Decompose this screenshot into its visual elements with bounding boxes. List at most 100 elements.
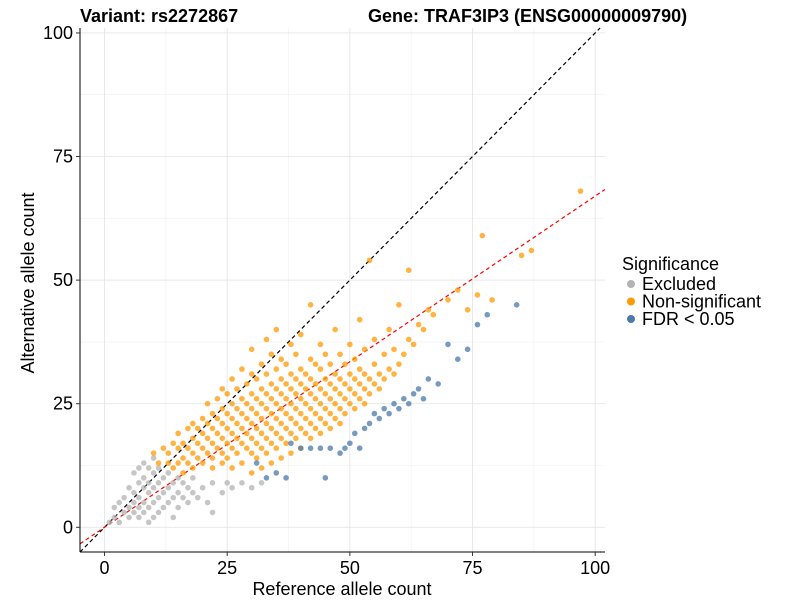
point-non-significant <box>327 425 334 432</box>
legend-label: Excluded <box>642 274 716 294</box>
point-non-significant <box>175 460 181 466</box>
point-non-significant <box>219 450 226 456</box>
point-non-significant <box>283 440 289 447</box>
legend-label: Non-significant <box>642 292 761 312</box>
point-non-significant <box>327 381 334 387</box>
point-non-significant <box>302 371 309 377</box>
point-non-significant <box>307 405 314 412</box>
point-non-significant <box>302 400 309 407</box>
point-non-significant <box>327 395 334 402</box>
point-non-significant <box>248 346 255 353</box>
point-non-significant <box>312 410 319 417</box>
point-non-significant <box>337 376 343 382</box>
point-excluded <box>185 499 191 506</box>
point-non-significant <box>386 326 392 333</box>
point-non-significant <box>332 400 338 407</box>
point-excluded <box>140 475 147 481</box>
point-fdr-0-05 <box>288 440 294 447</box>
point-non-significant <box>253 455 260 461</box>
point-non-significant <box>199 430 206 437</box>
point-excluded <box>136 479 142 486</box>
point-non-significant <box>253 376 260 382</box>
point-fdr-0-05 <box>455 356 461 363</box>
point-non-significant <box>293 405 299 412</box>
point-non-significant <box>204 435 211 442</box>
point-non-significant <box>273 400 280 407</box>
point-non-significant <box>405 336 412 343</box>
point-non-significant <box>297 366 304 372</box>
point-non-significant <box>170 440 177 447</box>
point-non-significant <box>371 381 378 387</box>
point-non-significant <box>288 371 294 377</box>
point-fdr-0-05 <box>386 410 392 417</box>
point-non-significant <box>288 400 294 407</box>
point-non-significant <box>199 415 206 422</box>
point-non-significant <box>263 371 270 377</box>
point-non-significant <box>332 386 338 392</box>
point-non-significant <box>317 415 324 422</box>
point-fdr-0-05 <box>327 445 334 451</box>
point-non-significant <box>302 386 309 392</box>
point-non-significant <box>293 391 299 397</box>
point-fdr-0-05 <box>307 445 314 451</box>
point-non-significant <box>278 405 284 412</box>
point-non-significant <box>209 410 216 417</box>
point-non-significant <box>239 410 245 417</box>
point-fdr-0-05 <box>445 341 451 348</box>
point-non-significant <box>258 465 265 471</box>
point-non-significant <box>322 351 329 358</box>
point-non-significant <box>381 376 388 382</box>
point-non-significant <box>356 381 363 387</box>
point-non-significant <box>317 400 324 407</box>
point-excluded <box>136 514 142 521</box>
point-non-significant <box>278 376 284 382</box>
point-non-significant <box>455 287 461 293</box>
point-excluded <box>145 465 152 471</box>
reference-line-fit <box>79 188 606 545</box>
point-non-significant <box>297 425 304 432</box>
point-non-significant <box>278 420 284 427</box>
legend-title: Significance <box>622 254 719 274</box>
point-non-significant <box>376 371 383 377</box>
point-non-significant <box>479 232 486 239</box>
point-fdr-0-05 <box>322 475 329 481</box>
point-excluded <box>150 514 157 521</box>
point-non-significant <box>209 425 216 432</box>
point-non-significant <box>199 445 206 451</box>
point-non-significant <box>327 410 334 417</box>
point-fdr-0-05 <box>420 395 427 402</box>
point-fdr-0-05 <box>253 460 260 466</box>
point-excluded <box>199 484 206 491</box>
point-non-significant <box>307 376 314 382</box>
point-non-significant <box>273 366 280 372</box>
point-fdr-0-05 <box>376 415 383 422</box>
point-non-significant <box>263 391 270 397</box>
point-non-significant <box>288 450 294 456</box>
point-non-significant <box>214 430 221 437</box>
point-non-significant <box>293 420 299 427</box>
point-non-significant <box>180 470 186 476</box>
point-fdr-0-05 <box>342 445 348 451</box>
point-non-significant <box>278 455 284 461</box>
point-non-significant <box>489 297 495 303</box>
point-non-significant <box>288 430 294 437</box>
point-fdr-0-05 <box>474 321 481 328</box>
point-excluded <box>175 475 181 481</box>
point-non-significant <box>361 386 368 392</box>
point-excluded <box>194 494 201 501</box>
point-non-significant <box>420 326 427 333</box>
point-non-significant <box>396 302 402 308</box>
point-non-significant <box>356 366 363 372</box>
point-non-significant <box>229 465 235 471</box>
point-excluded <box>145 489 152 496</box>
point-fdr-0-05 <box>337 450 343 456</box>
point-excluded <box>239 479 245 486</box>
point-non-significant <box>224 410 230 417</box>
point-non-significant <box>312 425 319 432</box>
point-non-significant <box>175 445 181 451</box>
point-non-significant <box>253 410 260 417</box>
point-non-significant <box>224 440 230 447</box>
point-excluded <box>209 479 216 486</box>
point-non-significant <box>263 420 270 427</box>
point-non-significant <box>322 420 329 427</box>
